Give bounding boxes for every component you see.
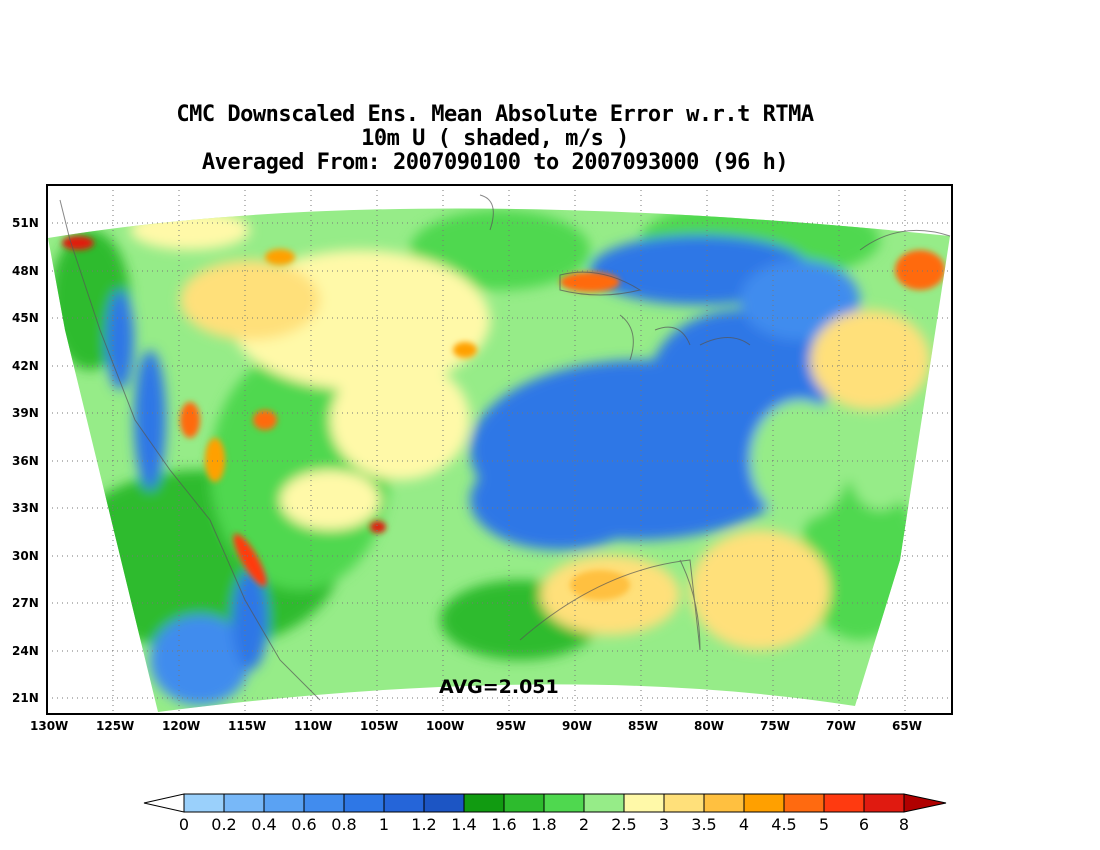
- lat-label: 48N: [12, 264, 39, 278]
- colorbar-swatch: [543, 793, 585, 813]
- lat-label: 33N: [12, 501, 39, 515]
- lat-label: 24N: [12, 644, 39, 658]
- lat-label: 42N: [12, 359, 39, 373]
- lat-label: 51N: [12, 216, 39, 230]
- colorbar-swatch: [783, 793, 825, 813]
- lon-label: 75W: [760, 719, 790, 733]
- lon-label: 85W: [628, 719, 658, 733]
- map-frame: [46, 184, 953, 715]
- colorbar-swatch: [423, 793, 465, 813]
- colorbar-swatch: [343, 793, 385, 813]
- lon-label: 100W: [426, 719, 465, 733]
- colorbar-swatch: [663, 793, 705, 813]
- colorbar-tick-label: 0.6: [291, 815, 317, 834]
- chart-title-line-3: Averaged From: 2007090100 to 2007093000 …: [201, 150, 789, 175]
- lat-label: 45N: [12, 311, 39, 325]
- colorbar-tick-label: 3.5: [691, 815, 717, 834]
- colorbar-tick-label: 0: [178, 815, 190, 834]
- lon-label: 130W: [30, 719, 69, 733]
- lat-label: 21N: [12, 691, 39, 705]
- colorbar-swatch: [823, 793, 865, 813]
- colorbar-tick-label: 4: [738, 815, 750, 834]
- colorbar-swatch: [583, 793, 625, 813]
- lon-label: 120W: [162, 719, 201, 733]
- colorbar-swatch: [503, 793, 545, 813]
- lat-label: 27N: [12, 596, 39, 610]
- colorbar-over-arrow: [903, 793, 947, 813]
- chart-title-line-1: CMC Downscaled Ens. Mean Absolute Error …: [176, 102, 814, 127]
- colorbar-swatch: [863, 793, 905, 813]
- colorbar-tick-label: 4.5: [771, 815, 797, 834]
- colorbar-tick-label: 1.8: [531, 815, 557, 834]
- lon-label: 110W: [294, 719, 333, 733]
- lon-label: 125W: [96, 719, 135, 733]
- colorbar-swatch: [223, 793, 265, 813]
- coastline-outline: [59, 194, 951, 701]
- lon-label: 70W: [826, 719, 856, 733]
- colorbar-tick-label: 1.6: [491, 815, 517, 834]
- colorbar-tick-label: 3: [658, 815, 670, 834]
- colorbar-swatch: [743, 793, 785, 813]
- colorbar-swatch: [263, 793, 305, 813]
- lon-label: 80W: [694, 719, 724, 733]
- lon-label: 115W: [228, 719, 267, 733]
- colorbar-tick-label: 5: [818, 815, 830, 834]
- colorbar-tick-label: 1.4: [451, 815, 477, 834]
- colorbar-swatch: [383, 793, 425, 813]
- colorbar-tick-label: 2.5: [611, 815, 637, 834]
- colorbar-swatch: [703, 793, 745, 813]
- colorbar-tick-label: 1.2: [411, 815, 437, 834]
- lat-label: 30N: [12, 549, 39, 563]
- lon-label: 95W: [496, 719, 526, 733]
- colorbar-tick-label: 8: [898, 815, 910, 834]
- chart-title-line-2: 10m U ( shaded, m/s ): [361, 126, 629, 151]
- colorbar-tick-label: 0.8: [331, 815, 357, 834]
- shaded-error-field: [48, 208, 950, 713]
- colorbar-swatch: [183, 793, 225, 813]
- map-grid: [47, 185, 952, 714]
- colorbar-tick-label: 2: [578, 815, 590, 834]
- colorbar-tick-label: 0.4: [251, 815, 277, 834]
- avg-label: AVG=2.051: [439, 676, 559, 698]
- colorbar-swatch: [623, 793, 665, 813]
- lon-label: 90W: [562, 719, 592, 733]
- lat-label: 39N: [12, 406, 39, 420]
- colorbar-swatch: [303, 793, 345, 813]
- lon-label: 65W: [892, 719, 922, 733]
- colorbar-tick-label: 0.2: [211, 815, 237, 834]
- lon-label: 105W: [360, 719, 399, 733]
- colorbar-tick-label: 6: [858, 815, 870, 834]
- lat-label: 36N: [12, 454, 39, 468]
- colorbar-under-arrow: [143, 793, 185, 813]
- colorbar-swatch: [463, 793, 505, 813]
- colorbar: [143, 793, 947, 813]
- colorbar-tick-label: 1: [378, 815, 390, 834]
